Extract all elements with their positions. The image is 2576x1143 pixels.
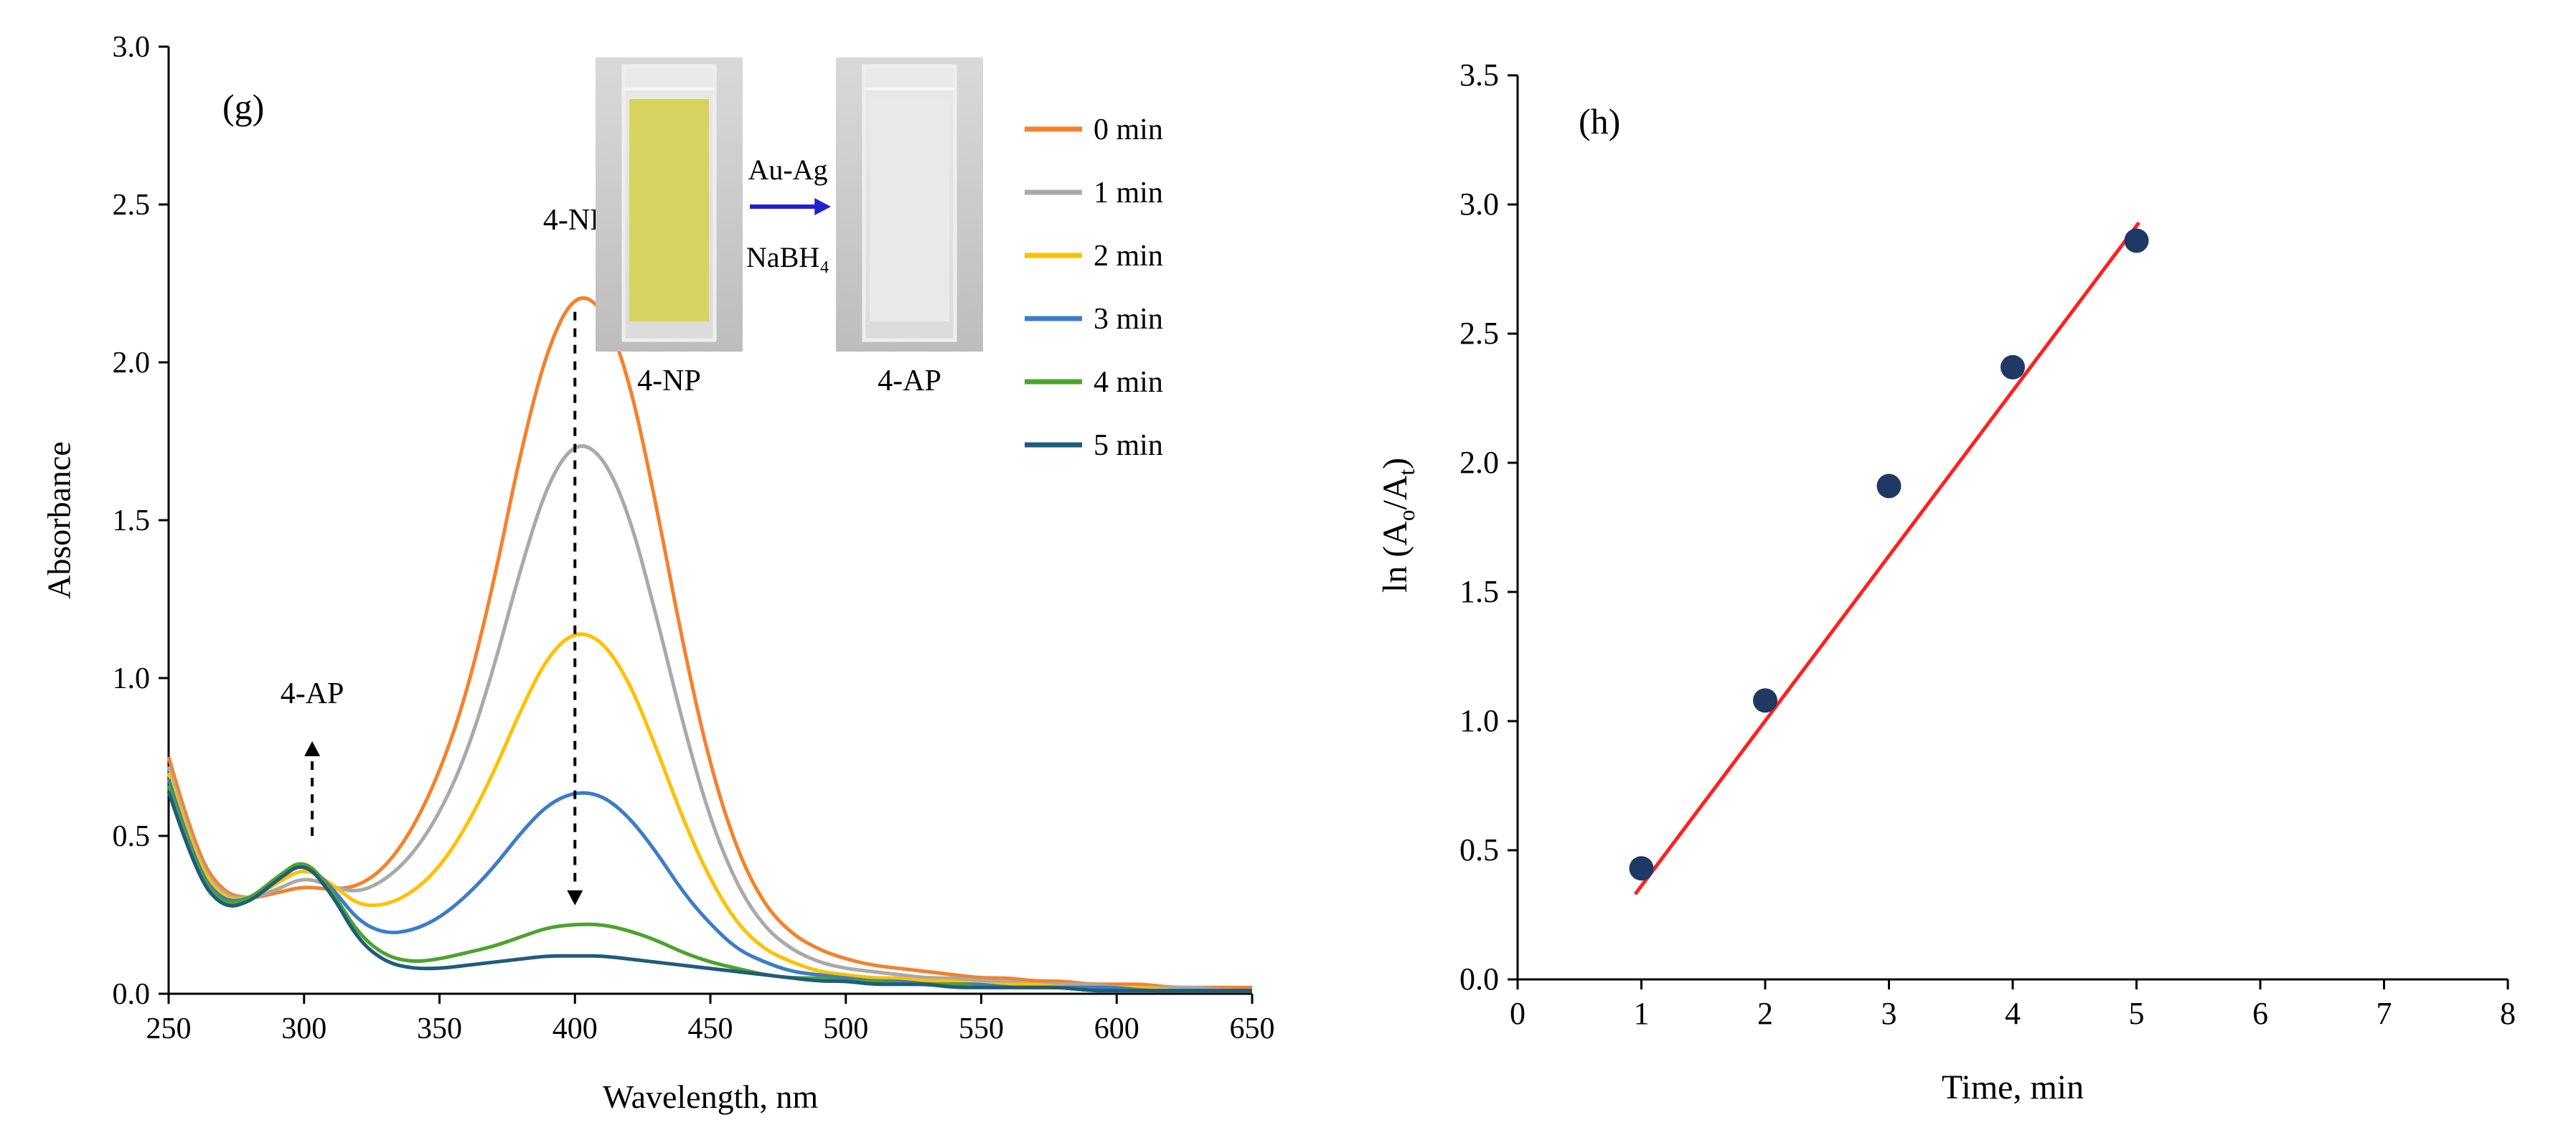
svg-text:250: 250 — [146, 1012, 192, 1045]
y-axis-label-absorbance: Absorbance — [40, 441, 77, 599]
svg-text:650: 650 — [1230, 1012, 1275, 1045]
svg-text:1.5: 1.5 — [1459, 574, 1499, 609]
spectra-chart: 250 300 350 400 450 500 550 600 650 0.0 0.5 1.0 1.5 2… — [113, 31, 1275, 1045]
arrow-head-icon — [567, 890, 583, 906]
svg-text:2.0: 2.0 — [1459, 445, 1499, 480]
svg-text:1.0: 1.0 — [113, 662, 151, 695]
svg-text:3.5: 3.5 — [1459, 57, 1499, 93]
data-points — [1629, 228, 2149, 881]
svg-text:1.5: 1.5 — [113, 504, 151, 537]
legend: 0 min 1 min 2 min 3 min 4 min 5 min — [1025, 113, 1163, 462]
svg-text:3.0: 3.0 — [1459, 187, 1499, 222]
reductant-label: NaBH₄ — [746, 241, 829, 273]
legend-label: 4 min — [1094, 366, 1163, 399]
cuvette-photo: 4-NP — [596, 57, 743, 398]
svg-text:450: 450 — [688, 1012, 733, 1045]
catalyst-label: Au-Ag — [748, 154, 827, 186]
kinetics-figure: 0 1 2 3 4 5 6 7 8 0.0 0.5 1.0 1.5 2.0 2.5 3.0 3.5 (h) Ti… — [1356, 7, 2562, 1136]
legend-label: 3 min — [1094, 303, 1163, 336]
svg-text:0.0: 0.0 — [1459, 961, 1499, 997]
axes: 0 1 2 3 4 5 6 7 8 0.0 0.5 1.0 1.5 2.0 2.5 3.0 3.5 — [1459, 57, 2516, 1031]
svg-text:0.5: 0.5 — [1459, 832, 1499, 867]
data-point — [1753, 688, 1777, 713]
svg-text:0: 0 — [1510, 996, 1526, 1031]
svg-text:2.5: 2.5 — [113, 189, 151, 222]
legend-label: 1 min — [1094, 177, 1163, 210]
reaction-inset: 4-NP 4-AP Au-Ag NaBH₄ — [596, 57, 983, 398]
series-0-min — [166, 296, 1252, 989]
svg-text:8: 8 — [2500, 996, 2516, 1031]
arrow-head-icon — [304, 741, 321, 756]
svg-text:3.0: 3.0 — [113, 31, 151, 64]
annotation-text: 4-AP — [281, 677, 344, 710]
cuvette-liquid — [629, 99, 710, 321]
svg-text:7: 7 — [2377, 996, 2392, 1031]
kinetics-chart: 0 1 2 3 4 5 6 7 8 0.0 0.5 1.0 1.5 2.0 2.5 3.0 3.5 — [1459, 57, 2516, 1031]
cuvette-label: 4-AP — [878, 364, 941, 398]
svg-text:500: 500 — [823, 1012, 868, 1045]
svg-text:6: 6 — [2252, 996, 2268, 1031]
svg-text:2.0: 2.0 — [113, 347, 151, 380]
legend-label: 5 min — [1094, 429, 1163, 462]
spectra-series — [166, 296, 1252, 993]
svg-text:300: 300 — [281, 1012, 326, 1045]
annotation-4-AP: 4-AP — [281, 677, 344, 836]
svg-text:1.0: 1.0 — [1459, 703, 1499, 738]
panel-label-g: (g) — [222, 87, 265, 127]
svg-text:600: 600 — [1094, 1012, 1139, 1045]
axes: 250 300 350 400 450 500 550 600 650 0.0 0.5 1.0 1.5 2… — [113, 31, 1275, 1045]
spectra-figure: 250 300 350 400 450 500 550 600 650 0.0 0.5 1.0 1.5 2… — [22, 7, 1306, 1136]
svg-text:5: 5 — [2129, 996, 2145, 1031]
legend-label: 0 min — [1094, 113, 1163, 146]
svg-text:4: 4 — [2005, 996, 2021, 1031]
series-5-min — [166, 791, 1252, 993]
data-point — [1629, 856, 1654, 881]
svg-text:350: 350 — [417, 1012, 462, 1045]
y-axis-label-ln-ao-at: ln (Ao/At) — [1376, 457, 1419, 593]
svg-text:2: 2 — [1757, 996, 1773, 1031]
svg-text:0.0: 0.0 — [113, 978, 151, 1011]
cuvette-label: 4-NP — [637, 364, 701, 398]
svg-text:0.5: 0.5 — [113, 820, 151, 853]
data-point — [1876, 474, 1902, 499]
x-axis-label-time: Time, min — [1941, 1068, 2084, 1106]
data-point — [2001, 354, 2025, 380]
legend-label: 2 min — [1094, 240, 1163, 273]
panel-label-h: (h) — [1579, 101, 1621, 141]
cuvette-liquid — [869, 99, 950, 321]
fit-line — [1633, 221, 2140, 895]
cuvette-photo: 4-AP — [836, 57, 983, 398]
svg-text:550: 550 — [959, 1012, 1004, 1045]
svg-text:400: 400 — [553, 1012, 598, 1045]
svg-text:1: 1 — [1634, 996, 1650, 1031]
data-point — [2124, 228, 2149, 253]
svg-text:2.5: 2.5 — [1459, 316, 1499, 351]
x-axis-label-wavelength: Wavelength, nm — [602, 1078, 819, 1115]
svg-text:3: 3 — [1881, 996, 1897, 1031]
series-1-min — [166, 444, 1252, 993]
arrow-head-icon — [814, 198, 831, 215]
